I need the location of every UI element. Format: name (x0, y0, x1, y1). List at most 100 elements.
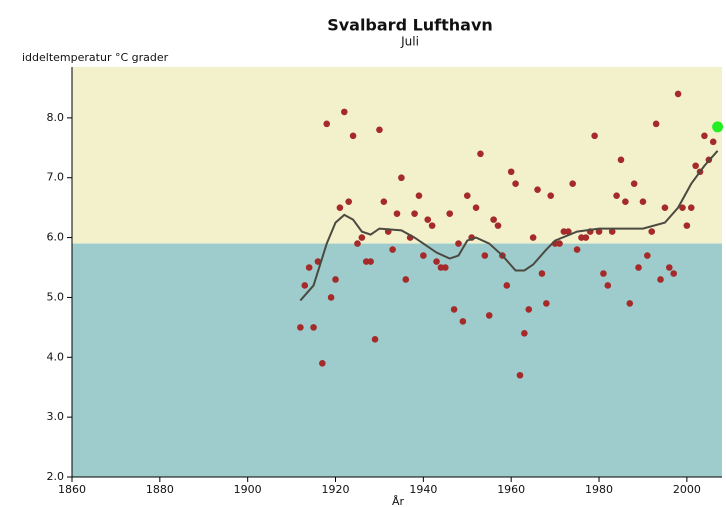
data-point (507, 168, 515, 176)
data-point (367, 258, 374, 265)
data-point (349, 132, 357, 140)
trend-line (299, 150, 719, 302)
x-tick-label: 1960 (497, 483, 525, 496)
data-point (450, 306, 458, 313)
highlight-point (712, 121, 724, 133)
data-point (665, 264, 673, 271)
data-point (490, 216, 497, 223)
data-point (644, 252, 651, 259)
data-point (472, 204, 480, 211)
data-point (446, 210, 454, 217)
data-point (477, 150, 484, 158)
data-point (310, 324, 317, 331)
data-point (547, 192, 555, 199)
data-point (376, 126, 383, 134)
data-point (411, 210, 418, 217)
x-tick-label: 1900 (234, 483, 262, 496)
data-point (529, 234, 537, 241)
data-point (305, 264, 313, 271)
data-point (389, 246, 396, 253)
x-axis-label: År (392, 495, 405, 507)
data-point (556, 240, 563, 247)
data-point (604, 282, 612, 289)
data-point (525, 306, 533, 313)
data-point (327, 294, 335, 301)
data-point (635, 264, 642, 271)
y-tick-label: 7.0 (47, 171, 65, 184)
y-axis-label: iddeltemperatur °C grader (22, 51, 169, 64)
data-point (512, 180, 519, 188)
data-point (336, 204, 344, 211)
data-point (402, 276, 410, 283)
data-point (564, 228, 572, 235)
data-point (340, 108, 348, 116)
data-point (433, 258, 440, 265)
data-point (455, 240, 462, 247)
data-point (420, 252, 427, 259)
data-point (543, 300, 550, 307)
data-point (692, 162, 699, 170)
y-tick-label: 4.0 (47, 350, 65, 363)
data-point (354, 240, 361, 247)
data-point (393, 210, 401, 217)
data-point (538, 270, 546, 277)
data-point (709, 138, 717, 146)
data-point (639, 198, 647, 205)
data-point (600, 270, 607, 277)
data-point (701, 132, 708, 140)
chart-subtitle: Juli (400, 35, 419, 49)
y-tick-label: 2.0 (47, 470, 65, 483)
chart-title: Svalbard Lufthavn (327, 16, 493, 35)
data-point (345, 198, 352, 205)
data-point (630, 180, 638, 188)
band-lower (72, 243, 722, 477)
data-point (661, 204, 669, 211)
data-point (657, 276, 664, 283)
x-tick-label: 1980 (585, 483, 613, 496)
data-point (595, 228, 603, 235)
data-point (494, 222, 502, 229)
data-point (608, 228, 616, 235)
data-point (332, 276, 339, 283)
data-point (503, 282, 511, 289)
data-point (424, 216, 432, 223)
data-point (415, 192, 423, 199)
data-point (569, 180, 576, 188)
x-tick-label: 1860 (58, 483, 86, 496)
y-tick-label: 5.0 (47, 290, 65, 303)
data-point (371, 336, 379, 343)
y-tick-label: 6.0 (47, 231, 65, 244)
x-tick-label: 1940 (409, 483, 437, 496)
data-point (591, 132, 598, 140)
data-point (481, 252, 489, 259)
data-point (521, 330, 528, 337)
data-point (679, 204, 686, 211)
data-point (442, 264, 449, 271)
data-point (323, 120, 331, 128)
data-point (626, 300, 634, 307)
data-point (398, 174, 405, 182)
data-point (301, 282, 309, 289)
data-point (683, 222, 691, 229)
data-point (573, 246, 581, 253)
data-point (582, 234, 590, 241)
data-point (674, 90, 682, 98)
data-point (622, 198, 629, 205)
data-point (648, 228, 656, 235)
y-tick-label: 8.0 (47, 111, 65, 124)
data-point (485, 312, 493, 319)
data-point (358, 234, 366, 241)
data-point (463, 192, 471, 199)
band-upper (72, 67, 722, 244)
data-point (613, 192, 620, 199)
x-tick-label: 2000 (673, 483, 701, 496)
data-point (380, 198, 388, 205)
data-point (428, 222, 436, 229)
data-point (670, 270, 677, 277)
x-tick-label: 1880 (146, 483, 174, 496)
data-point (534, 186, 541, 194)
data-point (459, 318, 467, 325)
data-point (319, 359, 326, 367)
